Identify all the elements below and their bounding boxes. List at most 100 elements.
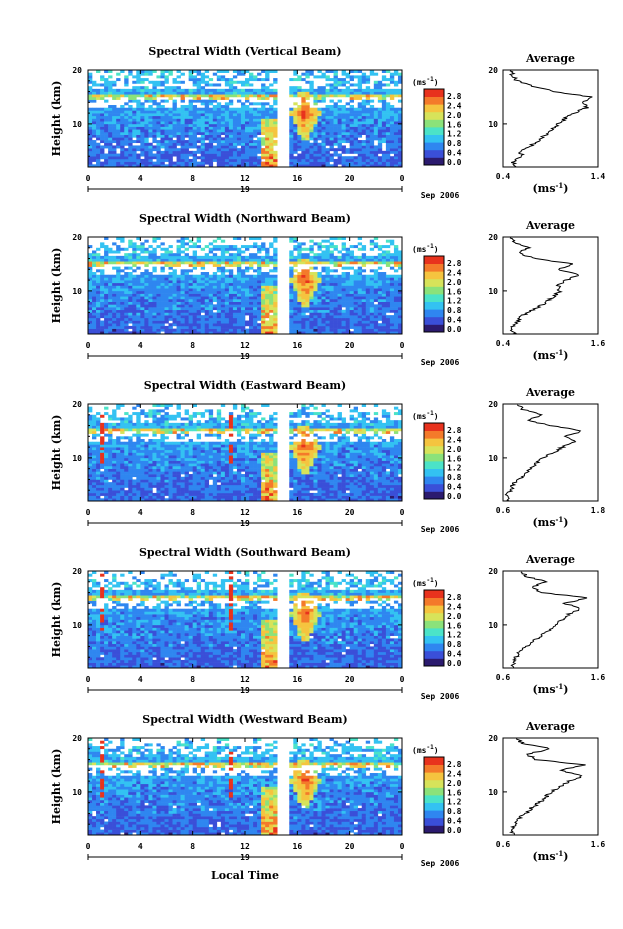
heatmap-cell — [88, 293, 93, 297]
heatmap-cell — [200, 161, 206, 165]
heatmap-cell — [257, 312, 262, 316]
heatmap-cell — [116, 317, 121, 321]
heatmap-cell — [104, 145, 109, 149]
heatmap-cell — [172, 123, 177, 127]
heatmap-cell — [144, 156, 149, 160]
heatmap-cell — [289, 123, 294, 127]
heatmap-cell — [128, 277, 133, 281]
heatmap-cell — [188, 269, 193, 273]
heatmap-cell — [273, 239, 278, 243]
heatmap-cell — [236, 277, 242, 281]
heatmap-cell — [236, 269, 242, 273]
heatmap-cell — [108, 301, 113, 305]
heatmap-cell — [152, 498, 157, 502]
colorbar-tick-label: 1.6 — [447, 120, 462, 129]
heatmap-cell — [309, 250, 314, 254]
heatmap-cell — [301, 158, 306, 162]
heatmap-cell — [357, 317, 363, 321]
heatmap-cell — [309, 86, 314, 90]
heatmap-cell — [273, 255, 278, 259]
heatmap-cell — [220, 274, 226, 278]
heatmap-cell — [112, 301, 117, 305]
heatmap-cell — [377, 328, 383, 332]
heatmap-cell — [180, 134, 185, 138]
heatmap-cell — [385, 331, 391, 335]
heatmap-cell — [293, 113, 298, 117]
heatmap-cell — [349, 492, 354, 496]
heatmap-cell — [293, 304, 298, 308]
heatmap-cell — [325, 255, 330, 259]
heatmap-cell — [269, 490, 274, 494]
heatmap-cell — [253, 307, 258, 311]
heatmap-cell — [208, 156, 214, 160]
heatmap-cell — [176, 118, 181, 122]
heatmap-cell — [297, 126, 302, 130]
heatmap-cell — [88, 140, 93, 144]
heatmap-cell — [148, 304, 153, 308]
heatmap-cell — [397, 277, 403, 281]
heatmap-cell — [345, 80, 350, 84]
heatmap-cell — [325, 495, 330, 499]
heatmap-cell — [136, 134, 141, 138]
heatmap-cell — [249, 102, 254, 106]
heatmap-cell — [369, 288, 375, 292]
heatmap-cell — [188, 487, 193, 491]
heatmap-cell — [232, 282, 238, 286]
heatmap-cell — [212, 490, 218, 494]
heatmap-cell — [188, 290, 193, 294]
heatmap-cell — [317, 86, 322, 90]
heatmap-cell — [381, 301, 387, 305]
heatmap-cell — [341, 261, 346, 265]
heatmap-cell — [305, 158, 310, 162]
heatmap-cell — [317, 110, 322, 114]
heatmap-cell — [204, 145, 210, 149]
heatmap-cell — [128, 164, 133, 168]
heatmap-cell — [341, 258, 346, 262]
heatmap-cell — [208, 94, 214, 98]
heatmap-cell — [313, 304, 318, 308]
heatmap-cell — [144, 301, 149, 305]
heatmap-cell — [140, 484, 145, 488]
heatmap-cell — [220, 142, 226, 146]
heatmap-cell — [200, 158, 206, 162]
heatmap-cell — [176, 250, 181, 254]
heatmap-cell — [325, 301, 330, 305]
heatmap-cell — [224, 96, 230, 100]
heatmap-cell — [232, 296, 238, 300]
heatmap-cell — [140, 304, 145, 308]
heatmap-cell — [361, 94, 367, 98]
heatmap-cell — [321, 293, 326, 297]
heatmap-cell — [216, 290, 222, 294]
heatmap-cell — [361, 80, 367, 84]
heatmap-cell — [224, 78, 230, 82]
heatmap-cell — [116, 484, 121, 488]
heatmap-cell — [216, 258, 222, 262]
heatmap-cell — [212, 110, 218, 114]
heatmap-cell — [180, 487, 185, 491]
heatmap-cell — [232, 148, 238, 152]
heatmap-cell — [305, 315, 310, 319]
heatmap-cell — [120, 255, 125, 259]
heatmap-cell — [160, 164, 165, 168]
heatmap-cell — [112, 290, 117, 294]
heatmap-cell — [249, 263, 254, 267]
heatmap-cell — [224, 156, 230, 160]
heatmap-cell — [152, 115, 157, 119]
heatmap-cell — [200, 94, 206, 98]
heatmap-cell — [305, 126, 310, 130]
heatmap-cell — [180, 110, 185, 114]
heatmap-cell — [136, 99, 141, 103]
heatmap-cell — [349, 315, 354, 319]
heatmap-cell — [389, 129, 395, 133]
heatmap-cell — [289, 145, 294, 149]
heatmap-cell — [269, 137, 274, 141]
heatmap-cell — [216, 328, 222, 332]
heatmap-cell — [337, 123, 342, 127]
heatmap-cell — [156, 288, 161, 292]
heatmap-cell — [381, 315, 387, 319]
heatmap-cell — [249, 274, 254, 278]
heatmap-cell — [297, 487, 302, 491]
heatmap-cell — [381, 312, 387, 316]
heatmap-cell — [168, 164, 173, 168]
heatmap-cell — [160, 113, 165, 117]
